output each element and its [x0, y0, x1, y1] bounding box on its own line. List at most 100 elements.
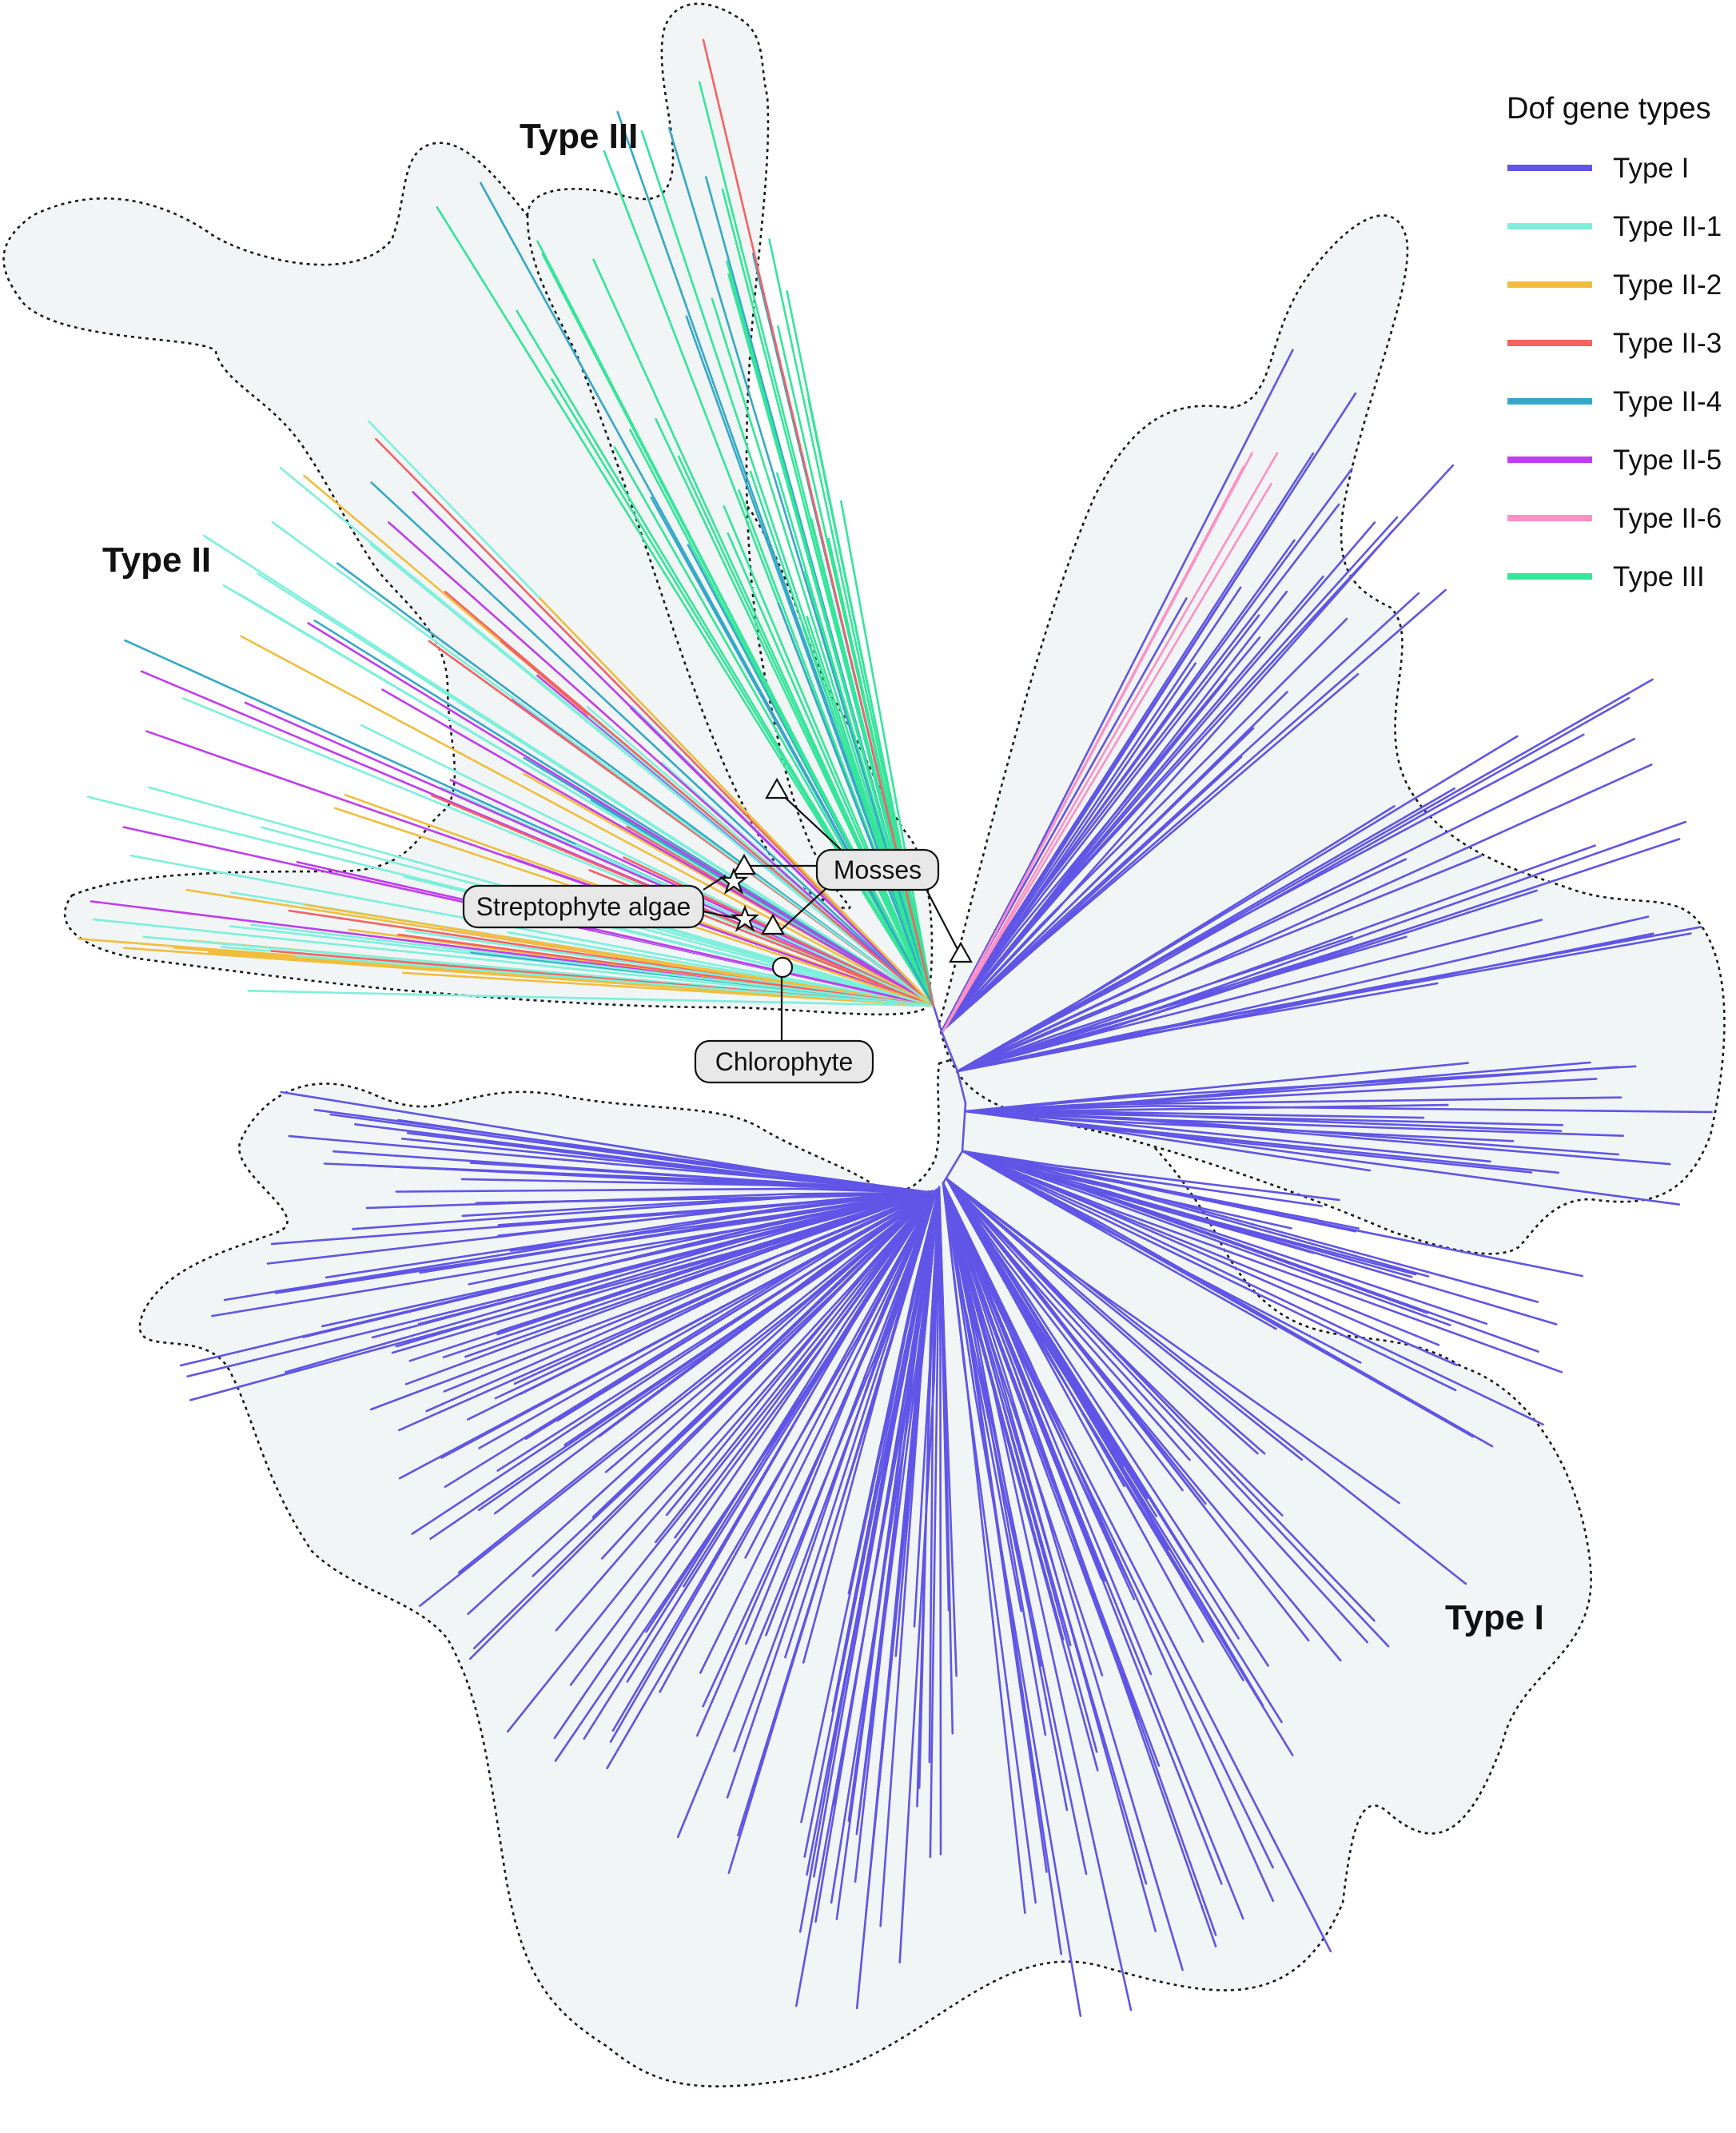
- tree-branch: [971, 1354, 1048, 1873]
- tree-branch: [803, 1353, 906, 1858]
- tree-branch: [655, 1276, 867, 1544]
- tree-branch: [352, 1196, 790, 1230]
- tree-branch: [879, 1370, 922, 1928]
- tree-branch: [1016, 756, 1243, 965]
- tree-branch: [946, 1178, 1031, 1327]
- triangle-icon: [732, 777, 973, 963]
- tree-branch: [1128, 1096, 1623, 1106]
- tree-branch: [1110, 1191, 1558, 1326]
- tree-branch: [1040, 1194, 1277, 1330]
- tree-branch: [1065, 464, 1455, 888]
- tree-branch: [939, 1353, 942, 1856]
- tree-branch: [962, 1150, 1113, 1194]
- tree-branch: [864, 1188, 938, 1278]
- tree-branch: [920, 1186, 941, 1373]
- tree-branch: [768, 1190, 935, 1221]
- streptophyte-label: Streptophyte algae: [476, 892, 691, 921]
- tree-branch: [1043, 672, 1360, 942]
- tree-branch: [847, 1344, 915, 1822]
- tree-branch: [1033, 452, 1315, 888]
- tree-branch: [946, 1178, 1026, 1249]
- tree-branch: [815, 1190, 937, 1289]
- tree-branch: [940, 1030, 959, 1073]
- legend-title: Dof gene types: [1507, 92, 1711, 126]
- streptophyte-callout: Streptophyte algae: [462, 884, 705, 929]
- tree-branch: [1107, 1196, 1539, 1353]
- legend-label: Type I: [1613, 153, 1689, 184]
- tree-branch: [1051, 516, 1399, 902]
- tree-branch: [418, 1297, 810, 1607]
- tree-branch: [402, 971, 935, 1007]
- tree-branch: [270, 1205, 770, 1246]
- tree-branch: [532, 1289, 838, 1577]
- tree-branch: [1057, 1262, 1400, 1505]
- tree-branch: [604, 1261, 854, 1473]
- tree-branch: [464, 1232, 818, 1358]
- tree-branch: [391, 1233, 801, 1354]
- tree-branch: [940, 939, 1046, 1033]
- tree-branch: [275, 1218, 771, 1293]
- tree-branch: [676, 1352, 878, 1839]
- tree-branch: [800, 1344, 904, 1824]
- tree-branch: [250, 923, 935, 1007]
- tree-branch: [369, 1248, 797, 1411]
- tree-branch: [477, 1272, 824, 1511]
- legend-label: Type III: [1613, 561, 1705, 592]
- tree-branch: [1051, 1166, 1323, 1207]
- tree-branch: [513, 1238, 831, 1385]
- tree-branch: [940, 1292, 950, 1612]
- tree-branch: [271, 520, 935, 1007]
- type-iii-group-label: Type III: [520, 117, 638, 156]
- tree-branch: [942, 1182, 966, 1365]
- tree-branch: [1039, 617, 1348, 927]
- tree-branch: [914, 1186, 941, 1350]
- tree-branch: [969, 1297, 1065, 1641]
- tree-branch: [395, 1226, 800, 1348]
- tree-branch: [1112, 733, 1585, 987]
- tree-branch: [992, 1388, 1133, 2011]
- tree-branch: [1028, 1324, 1294, 1756]
- tree-branch: [802, 625, 935, 1007]
- tree-branch: [942, 482, 1272, 1033]
- tree-branch: [746, 1190, 935, 1241]
- tree-branch: [539, 597, 935, 1007]
- tree-branch: [1077, 1277, 1467, 1585]
- tree-branch: [240, 635, 935, 1007]
- tree-branch: [1097, 735, 1519, 991]
- tree-branch: [1110, 1208, 1563, 1373]
- tree-branch: [1047, 521, 1376, 905]
- tree-branch: [809, 1190, 937, 1263]
- tree-branch: [1035, 1376, 1332, 1953]
- tree-branch: [457, 1286, 818, 1574]
- tree-branch: [856, 1346, 918, 1832]
- tree-branch: [655, 417, 935, 1007]
- tree-branch: [946, 1178, 1038, 1250]
- tree-branch: [1065, 1123, 1371, 1172]
- tree-branch: [575, 843, 935, 1007]
- tree-branch: [855, 1391, 918, 2010]
- tree-branch: [802, 1306, 902, 1664]
- tree-branch: [266, 1204, 768, 1265]
- tree-branch: [1122, 1078, 1598, 1105]
- tree-branch: [630, 707, 935, 1007]
- tree-branch: [626, 1311, 860, 1683]
- tree-branch: [956, 980, 1129, 1073]
- tree-branch: [964, 1110, 1068, 1126]
- tree-branch: [1101, 919, 1543, 1033]
- tree-branch: [611, 1322, 854, 1732]
- tree-branch: [685, 315, 935, 1007]
- tree-branch: [1021, 1291, 1240, 1640]
- star-icon: [719, 867, 760, 932]
- tree-branch: [932, 1004, 943, 1033]
- tree-branch: [1022, 1354, 1274, 1869]
- tree-branch: [288, 1134, 774, 1179]
- tree-branch: [1027, 1315, 1283, 1724]
- tree-branch: [506, 1326, 833, 1733]
- tree-branch: [302, 1222, 777, 1338]
- tree-branch: [1010, 1293, 1204, 1643]
- tree-branch: [907, 1186, 941, 1319]
- tree-branch: [970, 1319, 1047, 1736]
